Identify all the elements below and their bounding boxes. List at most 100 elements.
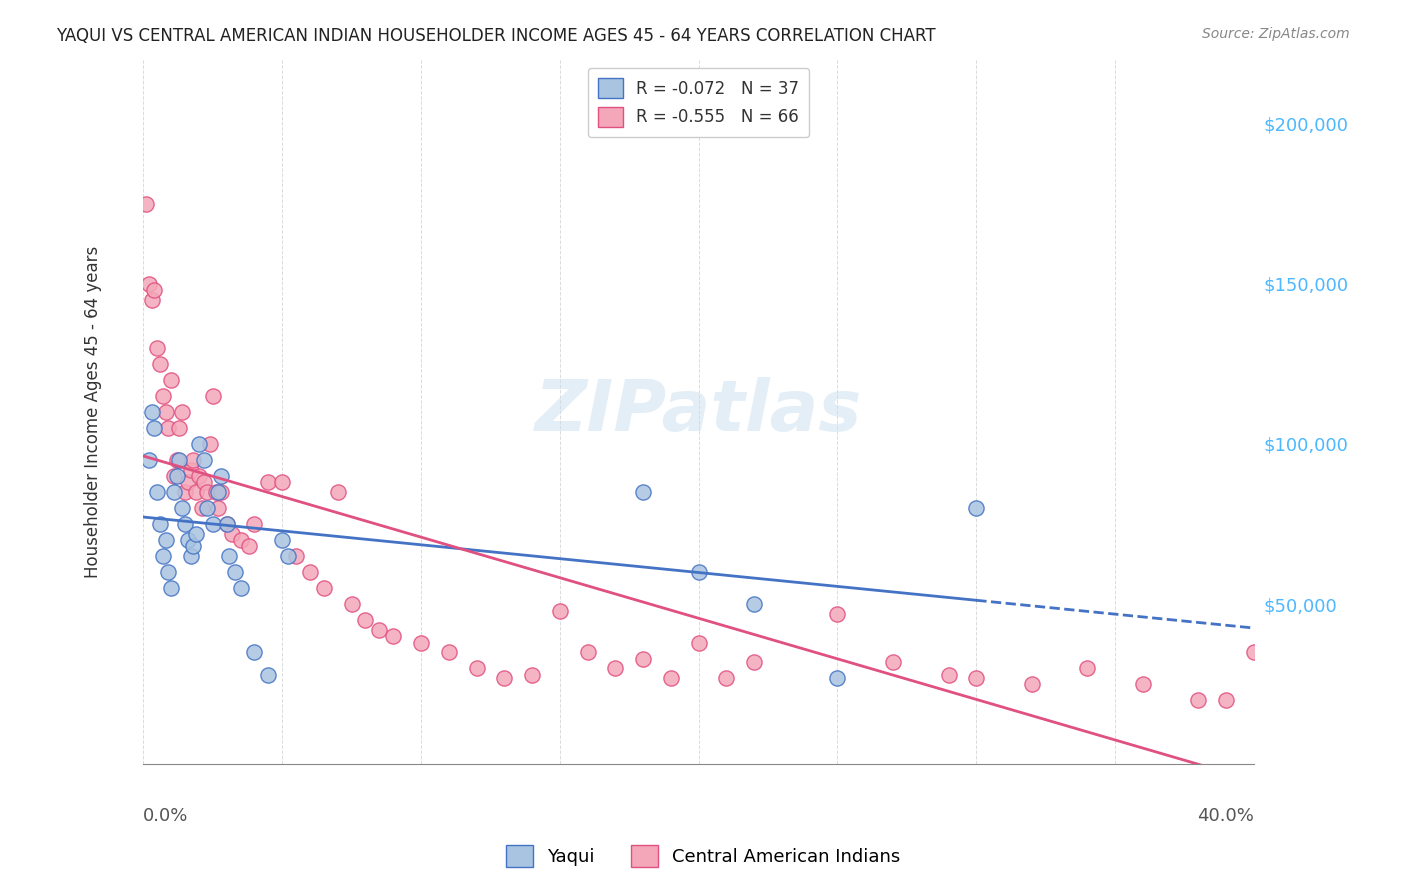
- Point: [184, 526, 207, 541]
- Point: [138, 453, 160, 467]
- Point: [257, 475, 280, 490]
- Point: [326, 485, 349, 500]
- Text: Householder Income Ages 45 - 64 years: Householder Income Ages 45 - 64 years: [84, 246, 103, 578]
- Point: [138, 277, 160, 291]
- Point: [827, 607, 849, 621]
- Point: [157, 565, 180, 579]
- Point: [174, 485, 197, 500]
- Point: [659, 671, 682, 685]
- Point: [135, 196, 157, 211]
- Point: [195, 485, 218, 500]
- Point: [201, 389, 224, 403]
- Point: [238, 540, 260, 554]
- Point: [187, 469, 209, 483]
- Point: [631, 651, 654, 665]
- Point: [742, 597, 765, 611]
- Point: [157, 421, 180, 435]
- Point: [1132, 677, 1154, 691]
- Point: [688, 635, 710, 649]
- Point: [271, 475, 294, 490]
- Point: [141, 293, 163, 307]
- Point: [965, 501, 987, 516]
- Point: [605, 661, 627, 675]
- Point: [195, 501, 218, 516]
- Text: Source: ZipAtlas.com: Source: ZipAtlas.com: [1202, 27, 1350, 41]
- Point: [409, 635, 432, 649]
- Point: [548, 603, 571, 617]
- Point: [576, 645, 599, 659]
- Point: [169, 421, 191, 435]
- Point: [160, 373, 183, 387]
- Legend: Yaqui, Central American Indians: Yaqui, Central American Indians: [498, 838, 908, 874]
- Point: [146, 341, 169, 355]
- Point: [201, 516, 224, 531]
- Point: [209, 469, 232, 483]
- Point: [1021, 677, 1043, 691]
- Text: ZIPatlas: ZIPatlas: [534, 377, 862, 446]
- Point: [172, 501, 194, 516]
- Point: [271, 533, 294, 547]
- Point: [152, 389, 174, 403]
- Point: [169, 453, 191, 467]
- Point: [163, 485, 186, 500]
- Point: [742, 655, 765, 669]
- Point: [243, 645, 266, 659]
- Point: [204, 485, 226, 500]
- Point: [152, 549, 174, 563]
- Text: 40.0%: 40.0%: [1197, 806, 1254, 824]
- Point: [1243, 645, 1265, 659]
- Point: [174, 516, 197, 531]
- Point: [437, 645, 460, 659]
- Point: [224, 565, 246, 579]
- Point: [1187, 693, 1209, 707]
- Point: [229, 533, 252, 547]
- Point: [172, 405, 194, 419]
- Point: [141, 405, 163, 419]
- Point: [298, 565, 321, 579]
- Point: [149, 357, 172, 371]
- Point: [229, 581, 252, 595]
- Point: [938, 667, 960, 681]
- Point: [285, 549, 308, 563]
- Text: YAQUI VS CENTRAL AMERICAN INDIAN HOUSEHOLDER INCOME AGES 45 - 64 YEARS CORRELATI: YAQUI VS CENTRAL AMERICAN INDIAN HOUSEHO…: [56, 27, 936, 45]
- Point: [520, 667, 543, 681]
- Point: [368, 623, 391, 637]
- Point: [155, 405, 177, 419]
- Point: [965, 671, 987, 685]
- Point: [193, 475, 215, 490]
- Point: [209, 485, 232, 500]
- Point: [180, 549, 202, 563]
- Point: [146, 485, 169, 500]
- Point: [631, 485, 654, 500]
- Point: [207, 501, 229, 516]
- Point: [166, 469, 188, 483]
- Point: [277, 549, 299, 563]
- Point: [215, 516, 238, 531]
- Point: [143, 283, 166, 297]
- Point: [160, 581, 183, 595]
- Point: [187, 437, 209, 451]
- Legend: R = -0.072   N = 37, R = -0.555   N = 66: R = -0.072 N = 37, R = -0.555 N = 66: [588, 68, 810, 137]
- Point: [257, 667, 280, 681]
- Point: [215, 516, 238, 531]
- Point: [190, 501, 212, 516]
- Point: [312, 581, 335, 595]
- Point: [198, 437, 221, 451]
- Point: [827, 671, 849, 685]
- Point: [688, 565, 710, 579]
- Point: [340, 597, 363, 611]
- Point: [218, 549, 240, 563]
- Point: [181, 453, 204, 467]
- Point: [143, 421, 166, 435]
- Point: [382, 629, 405, 643]
- Point: [1076, 661, 1098, 675]
- Point: [163, 469, 186, 483]
- Point: [149, 516, 172, 531]
- Point: [155, 533, 177, 547]
- Point: [465, 661, 488, 675]
- Point: [243, 516, 266, 531]
- Point: [494, 671, 516, 685]
- Point: [207, 485, 229, 500]
- Point: [716, 671, 738, 685]
- Point: [180, 462, 202, 476]
